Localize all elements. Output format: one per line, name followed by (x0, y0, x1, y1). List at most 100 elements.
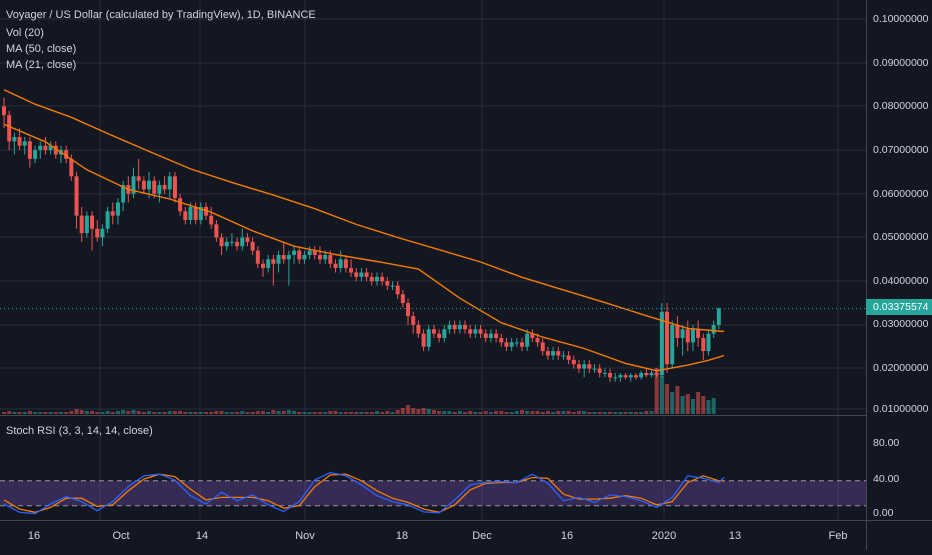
volume-bar (188, 412, 193, 414)
volume-bar (245, 412, 250, 414)
candle-body (12, 136, 17, 142)
time-axis-label: 13 (728, 530, 742, 542)
candle-body (255, 250, 260, 264)
candle-body (312, 250, 317, 255)
candle-body (317, 254, 322, 260)
candle-body (535, 338, 540, 343)
volume-bar (214, 411, 219, 414)
candle-body (426, 329, 431, 347)
candle-body (53, 145, 58, 155)
price-axis-label: 0.06000000 (873, 188, 929, 200)
volume-bar (22, 412, 27, 414)
candle-body (152, 180, 157, 194)
volume-bar (53, 412, 58, 414)
volume-bar (680, 396, 685, 414)
ma50-legend[interactable]: MA (50, close) (6, 43, 77, 55)
candle-body (395, 285, 400, 295)
volume-bar (592, 412, 597, 414)
candle-body (701, 338, 706, 352)
volume-bar (488, 412, 493, 414)
volume-bar (613, 412, 618, 414)
volume-bar (266, 412, 271, 414)
volume-bar (400, 408, 405, 414)
volume-bar (670, 392, 675, 414)
candle-body (219, 237, 224, 247)
volume-bar (240, 411, 245, 414)
time-axis-label: 18 (395, 530, 409, 542)
volume-bar (447, 411, 452, 414)
volume-bar (64, 412, 69, 414)
volume-bar (431, 410, 436, 414)
volume-bar (110, 412, 115, 414)
candle-body (115, 202, 120, 216)
candle-body (654, 372, 659, 376)
volume-bar (494, 411, 499, 414)
volume-bar (74, 409, 79, 414)
candle-body (266, 259, 271, 269)
candle-body (229, 241, 234, 243)
volume-bar (582, 411, 587, 414)
candle-body (369, 276, 374, 282)
candle-body (374, 276, 379, 282)
candle-body (447, 324, 452, 330)
volume-bar (639, 412, 644, 414)
candle-body (561, 355, 566, 357)
volume-bar (385, 411, 390, 414)
candle-body (323, 254, 328, 260)
volume-bar (7, 411, 12, 414)
time-axis-label: Nov (295, 530, 315, 542)
candle-body (338, 259, 343, 269)
candle-body (463, 324, 468, 330)
volume-bar (665, 384, 670, 414)
candle-body (613, 377, 618, 379)
volume-bar (499, 411, 504, 414)
price-axis-label: 0.09000000 (873, 57, 929, 69)
volume-bar (281, 411, 286, 414)
candle-body (587, 364, 592, 369)
candle-body (504, 342, 509, 347)
volume-bar (442, 411, 447, 414)
candle-body (354, 272, 359, 277)
candle-body (69, 158, 74, 177)
volume-bar (204, 412, 209, 414)
ma21-legend[interactable]: MA (21, close) (6, 59, 77, 71)
volume-bar (561, 411, 566, 414)
candle-body (271, 259, 276, 264)
candle-body (468, 329, 473, 334)
volume-bar (659, 376, 664, 414)
candle-body (64, 150, 69, 159)
candle-body (141, 180, 146, 190)
volume-bar (696, 392, 701, 414)
volume-bar (250, 412, 255, 414)
candle-body (576, 364, 581, 369)
candle-body (457, 324, 462, 330)
candle-body (79, 215, 84, 234)
candle-body (670, 324, 675, 365)
volume-bar (551, 412, 556, 414)
candle-body (380, 276, 385, 282)
volume-bar (608, 412, 613, 414)
candle-body (520, 342, 524, 347)
volume-bar (27, 411, 32, 414)
candle-body (623, 375, 628, 378)
candle-body (235, 241, 240, 247)
volume-bar (79, 410, 84, 414)
candle-body (105, 211, 110, 229)
rsi-legend[interactable]: Stoch RSI (3, 3, 14, 14, close) (6, 425, 153, 437)
candle-body (540, 342, 545, 352)
time-axis-label: 16 (27, 530, 41, 542)
candle-body (473, 329, 478, 334)
volume-bar (286, 410, 291, 414)
candle-body (250, 241, 255, 251)
rsi-k-line (3, 471, 725, 515)
price-axis-label: 0.05000000 (873, 231, 929, 243)
candle-body (659, 311, 664, 376)
candle-body (364, 272, 369, 277)
volume-bar (271, 410, 276, 414)
volume-bar (654, 368, 659, 414)
candle-body (172, 176, 177, 199)
volume-legend[interactable]: Vol (20) (6, 27, 44, 39)
time-axis-label: 14 (195, 530, 209, 542)
